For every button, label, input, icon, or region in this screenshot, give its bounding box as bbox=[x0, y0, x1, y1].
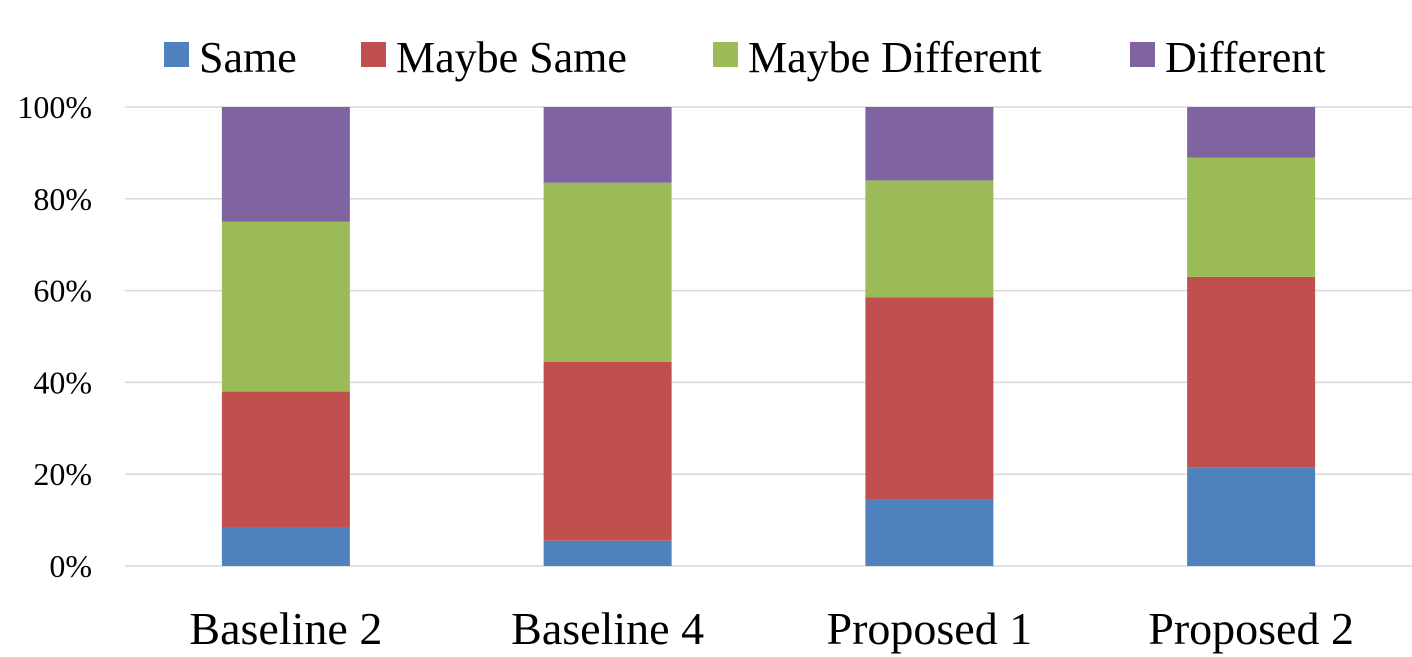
legend-swatch-same bbox=[164, 42, 189, 67]
x-tick-label: Baseline 4 bbox=[511, 603, 704, 654]
bar-proposed-2-maybe-different bbox=[1187, 157, 1316, 277]
legend-label-same: Same bbox=[199, 33, 297, 82]
y-tick-label: 80% bbox=[33, 181, 92, 217]
legend-swatch-different bbox=[1130, 42, 1155, 67]
legend-swatch-maybe-same bbox=[361, 42, 386, 67]
x-tick-label: Baseline 2 bbox=[189, 603, 382, 654]
x-axis: Baseline 2 Baseline 4 Proposed 1 Proposed 2 bbox=[189, 603, 1354, 654]
bar-baseline-4-maybe-same bbox=[543, 361, 672, 541]
bar-proposed-1-maybe-same bbox=[865, 297, 994, 500]
y-tick-label: 20% bbox=[33, 456, 92, 492]
x-tick-label: Proposed 1 bbox=[827, 603, 1033, 654]
bar-proposed-1-different bbox=[865, 107, 994, 181]
bar-proposed-2-same bbox=[1187, 467, 1316, 566]
bar-baseline-2-same bbox=[221, 526, 350, 566]
bars bbox=[221, 107, 1316, 566]
bar-baseline-2-maybe-same bbox=[221, 391, 350, 527]
y-tick-label: 40% bbox=[33, 364, 92, 400]
legend-swatch-maybe-different bbox=[713, 42, 738, 67]
bar-baseline-4-different bbox=[543, 107, 672, 183]
bar-proposed-1-same bbox=[865, 499, 994, 566]
y-axis: 0% 20% 40% 60% 80% 100% bbox=[17, 89, 92, 584]
bar-baseline-4-same bbox=[543, 540, 672, 566]
legend-label-maybe-same: Maybe Same bbox=[396, 33, 627, 82]
x-tick-label: Proposed 2 bbox=[1148, 603, 1354, 654]
y-tick-label: 60% bbox=[33, 273, 92, 309]
y-tick-label: 100% bbox=[17, 89, 92, 125]
y-tick-label: 0% bbox=[49, 548, 92, 584]
bar-baseline-4-maybe-different bbox=[543, 182, 672, 362]
legend: Same Maybe Same Maybe Different Different bbox=[164, 33, 1325, 82]
legend-label-different: Different bbox=[1165, 33, 1325, 82]
bar-proposed-2-maybe-same bbox=[1187, 276, 1316, 468]
bar-proposed-2-different bbox=[1187, 107, 1316, 158]
bar-proposed-1-maybe-different bbox=[865, 180, 994, 298]
legend-label-maybe-different: Maybe Different bbox=[748, 33, 1042, 82]
bar-baseline-2-maybe-different bbox=[221, 221, 350, 392]
bar-baseline-2-different bbox=[221, 107, 350, 222]
